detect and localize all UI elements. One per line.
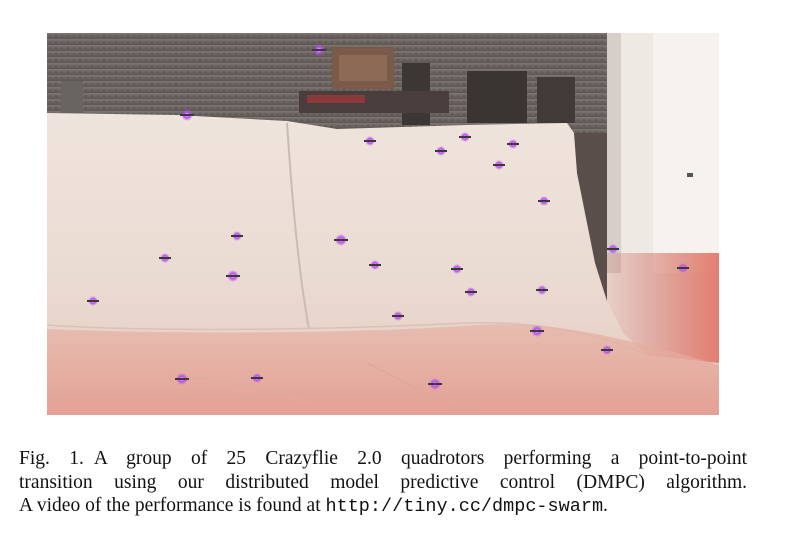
- quadrotor: [175, 373, 189, 385]
- quadrotor: [312, 44, 326, 56]
- figure-photo: [47, 33, 719, 415]
- drone-swarm: [87, 44, 689, 390]
- door: [653, 33, 719, 273]
- quadrotor: [428, 378, 442, 390]
- quadrotor: [601, 345, 613, 355]
- swarm-photo-svg: [47, 33, 719, 415]
- sheet-floor: [47, 324, 719, 415]
- caption-period: .: [603, 495, 608, 516]
- wall-panel: [61, 81, 83, 113]
- caption-line-2: transition using our distributed model p…: [19, 471, 747, 493]
- caption-line-1: Fig. 1. A group of 25 Crazyflie 2.0 quadr…: [19, 447, 747, 471]
- quadrotor: [465, 287, 477, 297]
- quadrotor: [364, 136, 376, 146]
- quadrotor: [435, 146, 447, 156]
- storage-box: [339, 55, 387, 81]
- caption-text-3: A video of the performance is found at: [19, 495, 326, 516]
- quadrotor: [459, 132, 471, 142]
- shelf: [467, 71, 527, 123]
- shelf: [537, 77, 575, 123]
- quadrotor: [536, 285, 548, 295]
- quadrotor: [334, 234, 348, 246]
- quadrotor: [226, 270, 240, 282]
- quadrotor: [369, 260, 381, 270]
- figure-label: Fig. 1.: [19, 448, 84, 469]
- quadrotor: [159, 253, 171, 263]
- quadrotor: [180, 109, 194, 121]
- quadrotor: [231, 231, 243, 241]
- quadrotor: [507, 139, 519, 149]
- caption-line-3: A video of the performance is found at h…: [19, 494, 747, 519]
- door-handle: [687, 173, 693, 177]
- figure-caption: Fig. 1. A group of 25 Crazyflie 2.0 quadr…: [19, 447, 747, 519]
- quadrotor: [530, 325, 544, 337]
- quadrotor: [493, 160, 505, 170]
- quadrotor: [677, 263, 689, 273]
- sheet-crease: [286, 122, 310, 330]
- caption-url-link[interactable]: http://tiny.cc/dmpc-swarm: [325, 496, 604, 517]
- quadrotor: [87, 296, 99, 306]
- equipment-red: [307, 95, 365, 103]
- caption-text-1: A group of 25 Crazyflie 2.0 quadrotors p…: [93, 448, 748, 469]
- floor-wrinkle: [366, 362, 468, 415]
- quadrotor: [451, 264, 463, 274]
- quadrotor: [538, 196, 550, 206]
- quadrotor: [607, 244, 619, 254]
- quadrotor: [392, 311, 404, 321]
- quadrotor: [251, 373, 263, 383]
- wall-edge: [607, 33, 621, 273]
